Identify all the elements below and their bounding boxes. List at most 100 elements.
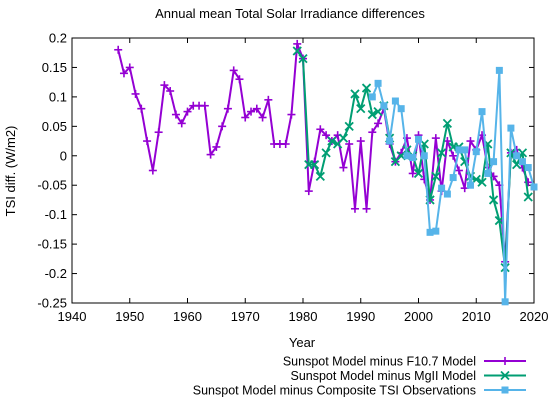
marker-stroke (500, 370, 510, 381)
marker-square (426, 228, 434, 236)
data-point (507, 124, 515, 132)
marker-stroke (494, 215, 504, 226)
legend-swatch-marker (501, 357, 509, 365)
marker-square (455, 146, 463, 154)
marker-stroke (315, 171, 325, 182)
data-point (212, 142, 221, 151)
marker-square (490, 158, 498, 166)
data-point (350, 204, 359, 213)
data-point (252, 104, 261, 113)
marker-square (391, 97, 399, 105)
y-tick-label: -0.25 (37, 296, 67, 311)
marker-square (368, 93, 376, 101)
data-point (523, 192, 533, 202)
data-point (374, 79, 382, 87)
data-point (431, 171, 441, 182)
marker-stroke (442, 118, 453, 129)
marker-square (484, 169, 492, 177)
data-point (183, 107, 192, 116)
data-point (229, 66, 238, 75)
data-point (350, 89, 360, 99)
marker-square (501, 298, 509, 306)
marker-square (403, 152, 411, 160)
data-point (449, 151, 458, 160)
legend-label: Sunspot Model minus Composite TSI Observ… (193, 384, 476, 398)
data-point (524, 164, 532, 172)
data-point (513, 152, 521, 160)
data-point (258, 113, 267, 122)
data-point (143, 137, 152, 146)
marker-stroke (298, 53, 308, 64)
data-point (114, 45, 123, 54)
data-point (420, 152, 428, 160)
data-point (466, 137, 475, 146)
data-point (293, 39, 302, 48)
x-tick-label: 1950 (115, 309, 144, 324)
marker-square (397, 105, 405, 113)
x-tick-label: 2010 (462, 309, 491, 324)
x-tick-label: 1980 (289, 309, 318, 324)
data-point (397, 105, 405, 113)
x-tick-label: 1990 (346, 309, 375, 324)
x-tick-label: 1940 (58, 309, 87, 324)
legend-label: Sunspot Model minus MgII Model (290, 369, 476, 383)
marker-square (466, 181, 474, 189)
data-point (386, 137, 394, 145)
data-point (409, 154, 417, 162)
marker-stroke (460, 157, 470, 167)
marker-square (443, 190, 451, 198)
data-point (235, 75, 244, 84)
x-axis-title: Year (289, 335, 316, 350)
data-point (477, 177, 487, 187)
data-point (367, 109, 377, 120)
y-tick-label: -0.05 (37, 178, 67, 193)
data-point (438, 184, 446, 192)
data-point (478, 108, 486, 116)
marker-square (478, 108, 486, 116)
data-point (241, 113, 250, 122)
data-point (171, 110, 180, 119)
marker-stroke (309, 159, 320, 170)
marker-stroke (321, 148, 331, 158)
data-point (218, 122, 227, 131)
data-point (368, 128, 377, 137)
data-point (484, 169, 492, 177)
y-tick-label: 0.2 (49, 31, 67, 46)
marker-square (513, 152, 521, 160)
series-3 (368, 66, 538, 306)
data-point (368, 93, 376, 101)
data-point (148, 166, 157, 175)
marker-square (420, 152, 428, 160)
data-point (490, 158, 498, 166)
marker-square (461, 146, 469, 154)
y-tick-label: 0.05 (42, 119, 67, 134)
marker-square (380, 102, 388, 110)
marker-stroke (367, 109, 377, 120)
marker-square (518, 158, 526, 166)
marker-stroke (327, 136, 337, 146)
data-point (356, 104, 366, 114)
marker-square (415, 135, 422, 143)
data-point (488, 195, 499, 205)
data-point (292, 46, 302, 56)
marker-square (438, 184, 446, 192)
marker-square (449, 174, 457, 182)
y-tick-label: -0.1 (45, 207, 67, 222)
chart-title: Annual mean Total Solar Irradiance diffe… (155, 6, 425, 21)
marker-square (409, 154, 417, 162)
marker-square (530, 183, 538, 191)
marker-square (432, 227, 440, 235)
data-point (466, 181, 474, 189)
data-point (361, 83, 372, 93)
legend-swatch-marker (500, 370, 510, 381)
data-point (356, 137, 365, 146)
data-point (442, 118, 453, 129)
data-point (160, 81, 169, 90)
series-line (117, 42, 530, 263)
marker-square (374, 79, 382, 87)
series-1 (114, 39, 533, 266)
data-point (177, 119, 186, 128)
marker-stroke (523, 192, 533, 202)
data-point (247, 107, 256, 116)
